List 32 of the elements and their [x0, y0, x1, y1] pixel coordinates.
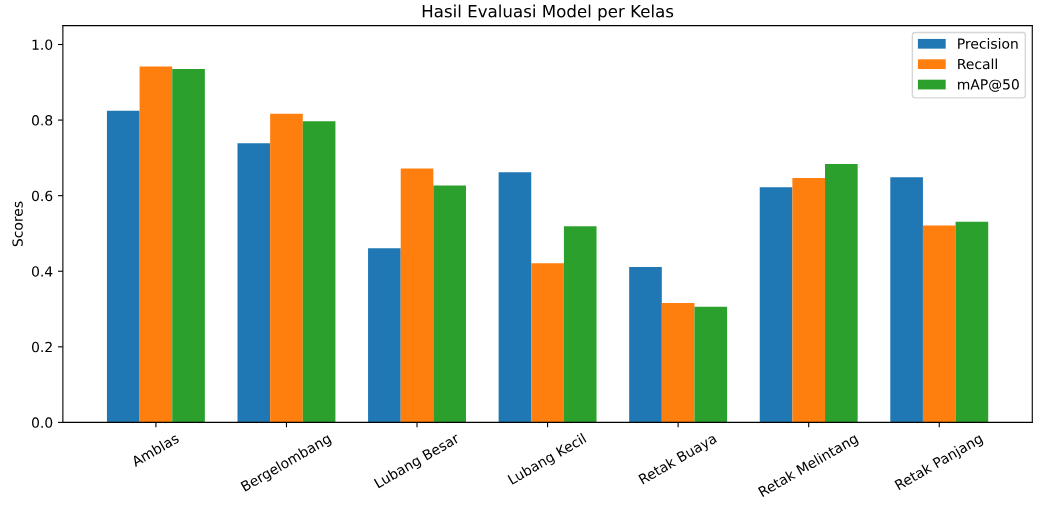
bar [531, 263, 564, 423]
bar [498, 172, 532, 423]
bar [172, 69, 205, 423]
y-tick-label: 0.4 [31, 266, 53, 277]
bar [922, 225, 956, 423]
y-axis-title: Scores [12, 201, 23, 247]
bar [661, 302, 695, 423]
bar [890, 177, 923, 423]
bar [368, 248, 401, 423]
bar [237, 143, 271, 423]
bar [400, 168, 434, 423]
bar [270, 113, 303, 423]
bar [302, 121, 336, 423]
y-tick-label: 0.8 [31, 115, 53, 126]
y-tick-label: 0.0 [31, 417, 53, 428]
y-tick-label: 0.6 [31, 190, 53, 202]
bar [694, 306, 728, 423]
bar [563, 226, 597, 423]
legend-label: mAP@50 [958, 79, 1019, 92]
bar [433, 185, 466, 423]
bar [955, 221, 989, 423]
bar [139, 66, 173, 423]
bar [792, 177, 826, 423]
bar [106, 110, 140, 423]
bar [759, 187, 793, 423]
legend-label: Recall [958, 58, 997, 70]
y-tick-label: 1.0 [32, 39, 53, 50]
y-tick-label: 0.2 [31, 341, 52, 353]
chart-title: Hasil Evaluasi Model per Kelas [422, 4, 674, 21]
bar [629, 267, 662, 423]
bar [825, 163, 858, 423]
legend-label: Precision [958, 38, 1018, 49]
